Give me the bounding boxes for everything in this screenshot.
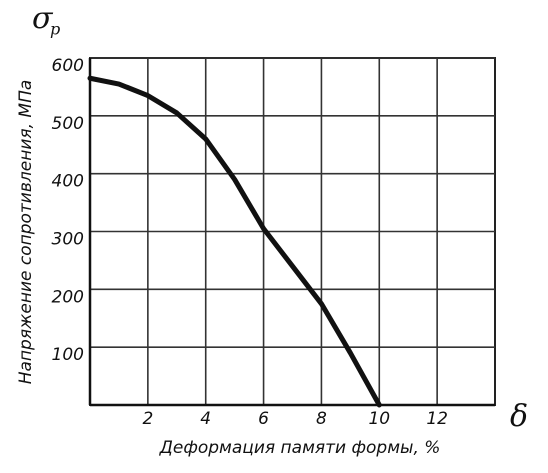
x-tick-label: 6 (258, 409, 269, 429)
y-axis-label: Напряжение сопротивления, МПа (16, 80, 36, 385)
y-tick-label: 600 (52, 56, 84, 76)
x-tick-label: 10 (368, 409, 390, 429)
y-tick-label: 400 (52, 172, 84, 192)
x-tick-label: 12 (426, 409, 448, 429)
curve (87, 75, 382, 408)
x-tick-label: 8 (316, 409, 327, 429)
x-tick-label: 4 (200, 409, 211, 429)
y-tick-label: 100 (52, 345, 84, 365)
x-axis-label: Деформация памяти формы, % (159, 438, 441, 458)
y-tick-label: 200 (52, 287, 84, 307)
y-tick-label: 300 (52, 230, 84, 250)
y-symbol: σ (32, 1, 54, 36)
y-tick-label: 500 (52, 114, 84, 134)
y-symbol-sub: p (50, 20, 60, 39)
x-symbol: δ (510, 399, 528, 434)
x-tick-label: 2 (142, 409, 153, 429)
